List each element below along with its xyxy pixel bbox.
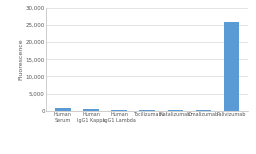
Bar	[83, 109, 99, 111]
Bar	[196, 110, 211, 111]
Bar	[168, 110, 183, 111]
Bar	[140, 110, 155, 111]
Bar	[55, 108, 71, 111]
Bar	[111, 110, 127, 111]
Bar	[224, 22, 239, 111]
Y-axis label: Fluorescence: Fluorescence	[18, 38, 23, 80]
